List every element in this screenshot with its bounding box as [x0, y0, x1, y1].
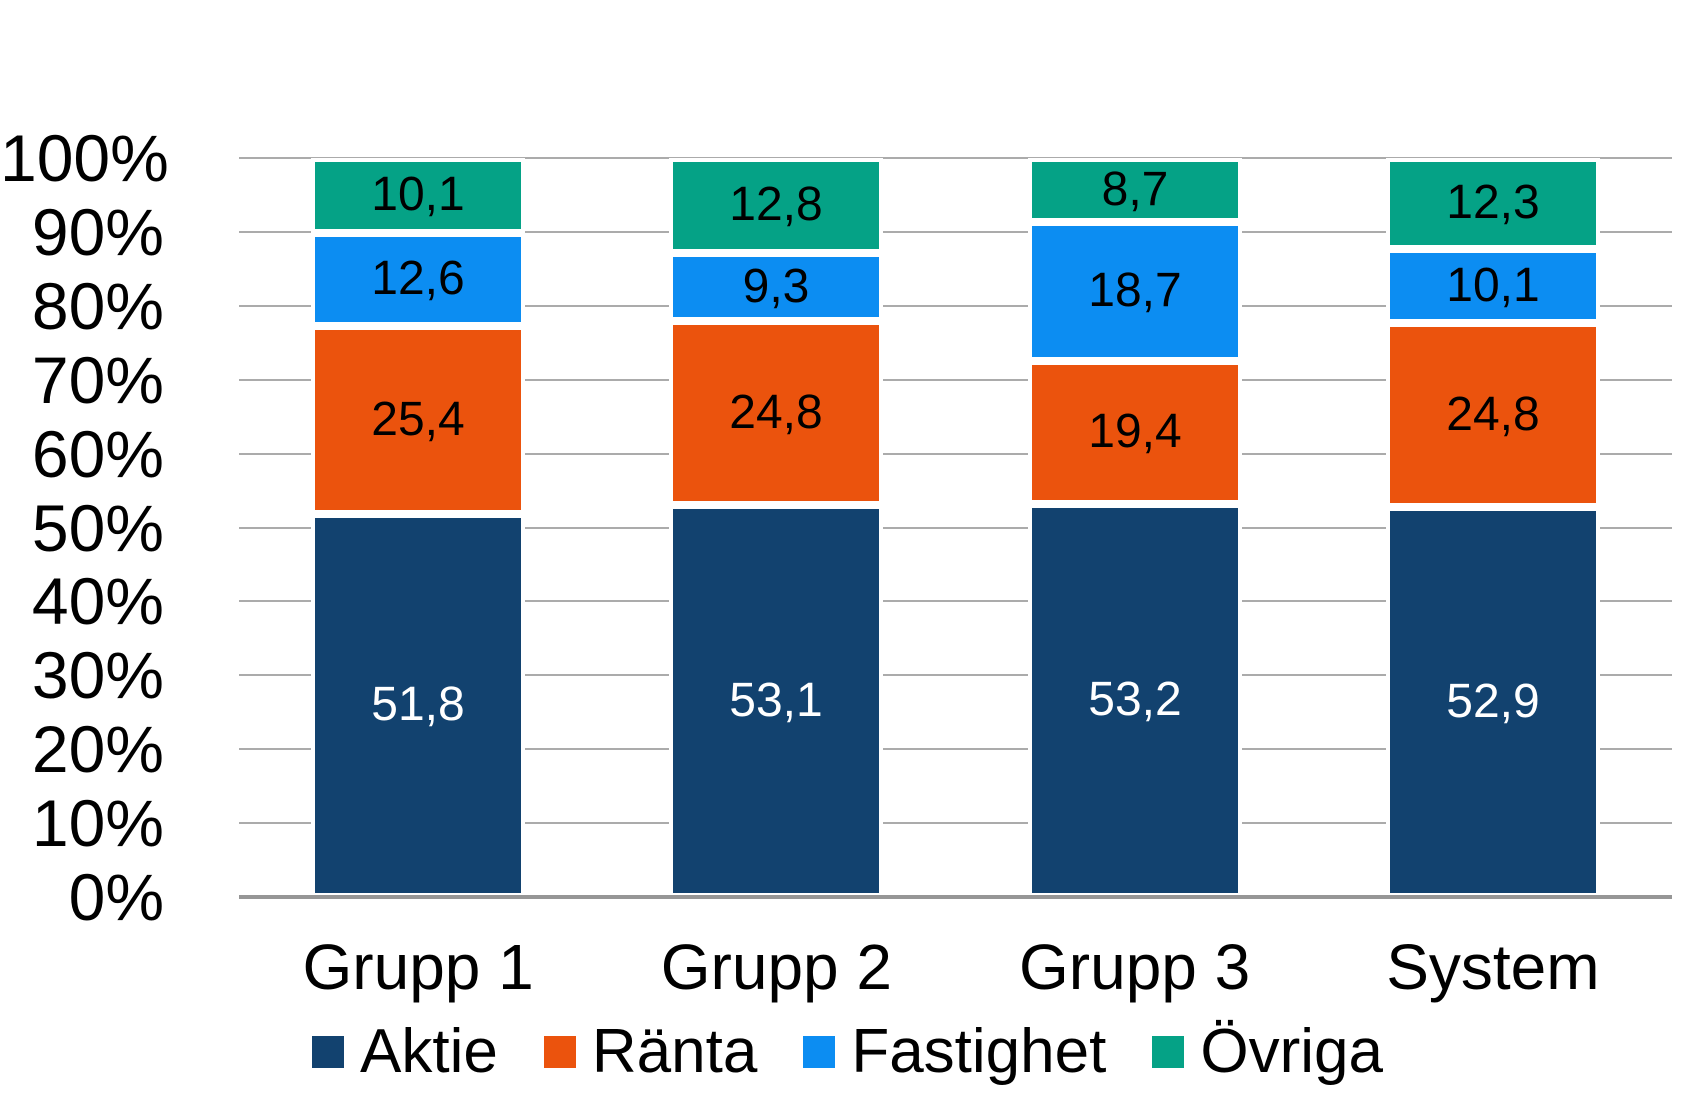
gridline	[239, 600, 1672, 603]
bar-segment-ranta: 19,4	[1028, 360, 1242, 504]
data-label: 51,8	[371, 678, 465, 732]
y-axis-tick-label: 70%	[31, 342, 164, 417]
bar-grupp-3: 8,7 18,7 19,4 53,2	[1028, 158, 1242, 897]
bar-grupp-2: 12,8 9,3 24,8 53,1	[669, 158, 883, 897]
y-axis-tick-label: 90%	[31, 194, 164, 269]
legend-swatch-icon	[543, 1036, 576, 1069]
legend-swatch-icon	[312, 1036, 345, 1069]
data-label: 10,1	[1446, 259, 1540, 313]
data-label: 12,8	[729, 178, 823, 232]
y-axis-tick-label: 10%	[31, 786, 164, 861]
y-axis-tick-label: 100%	[0, 121, 169, 195]
data-label: 8,7	[1101, 163, 1169, 217]
gridline	[239, 452, 1672, 455]
legend-swatch-icon	[803, 1036, 836, 1069]
legend-item-ovriga: Övriga	[1152, 1017, 1383, 1086]
x-axis-category-label: System	[1386, 931, 1600, 1003]
data-label: 25,4	[371, 392, 465, 446]
bar-segment-aktie: 53,2	[1028, 503, 1242, 897]
legend-item-fastighet: Fastighet	[803, 1017, 1107, 1086]
x-axis-category-label: Grupp 1	[302, 931, 534, 1003]
gridline	[239, 378, 1672, 381]
x-axis-line	[239, 895, 1672, 899]
data-label: 24,8	[729, 385, 823, 439]
legend-item-ranta: Ränta	[543, 1017, 758, 1086]
data-label: 53,1	[729, 673, 823, 727]
legend-label: Övriga	[1200, 1017, 1383, 1086]
y-axis-tick-label: 50%	[31, 490, 164, 565]
y-axis-tick-label: 40%	[31, 564, 164, 639]
legend-label: Ränta	[591, 1017, 758, 1086]
y-axis-tick-label: 30%	[31, 638, 164, 713]
y-axis-tick-label: 80%	[31, 268, 164, 343]
legend: Aktie Ränta Fastighet Övriga	[0, 1017, 1695, 1086]
bar-segment-fastighet: 18,7	[1028, 222, 1242, 361]
data-label: 18,7	[1088, 264, 1182, 318]
x-axis-category-label: Grupp 3	[1019, 931, 1251, 1003]
bar-segment-ranta: 25,4	[311, 325, 525, 514]
bar-system: 12,3 10,1 24,8 52,9	[1386, 158, 1600, 897]
gridline	[239, 526, 1672, 529]
legend-label: Fastighet	[851, 1017, 1107, 1086]
legend-item-aktie: Aktie	[312, 1017, 498, 1086]
bar-segment-ranta: 24,8	[669, 321, 883, 505]
bar-segment-fastighet: 10,1	[1386, 248, 1600, 324]
gridline	[239, 822, 1672, 825]
y-axis-tick-label: 60%	[31, 416, 164, 491]
data-label: 53,2	[1088, 673, 1182, 727]
data-label: 9,3	[742, 259, 810, 313]
gridline	[239, 304, 1672, 307]
gridline	[239, 230, 1672, 233]
bar-segment-ovriga: 8,7	[1028, 158, 1242, 223]
gridline	[239, 157, 1672, 159]
y-axis-tick-label: 20%	[31, 712, 164, 787]
bar-segment-aktie: 51,8	[311, 513, 525, 897]
plot-area: 10,1 12,6 25,4 51,8 12,8 9,3 24,8 53,1 8,7 18,7 19…	[239, 157, 1672, 899]
bar-segment-ovriga: 12,8	[669, 158, 883, 253]
legend-swatch-icon	[1152, 1036, 1185, 1069]
bar-segment-fastighet: 9,3	[669, 252, 883, 322]
bar-segment-aktie: 52,9	[1386, 506, 1600, 897]
data-label: 19,4	[1088, 405, 1182, 459]
legend-label: Aktie	[360, 1017, 498, 1086]
bar-segment-aktie: 53,1	[669, 504, 883, 897]
bar-segment-ovriga: 10,1	[311, 158, 525, 233]
bar-segment-fastighet: 12,6	[311, 232, 525, 326]
data-label: 10,1	[371, 168, 465, 222]
x-axis-category-label: Grupp 2	[660, 931, 892, 1003]
gridline	[239, 748, 1672, 751]
data-label: 12,3	[1446, 176, 1540, 230]
data-label: 12,6	[371, 252, 465, 306]
bar-segment-ovriga: 12,3	[1386, 158, 1600, 249]
data-label: 52,9	[1446, 674, 1540, 728]
y-axis-tick-label: 0%	[68, 860, 164, 934]
gridline	[239, 674, 1672, 677]
bar-grupp-1: 10,1 12,6 25,4 51,8	[311, 158, 525, 897]
bar-segment-ranta: 24,8	[1386, 323, 1600, 507]
data-label: 24,8	[1446, 387, 1540, 441]
